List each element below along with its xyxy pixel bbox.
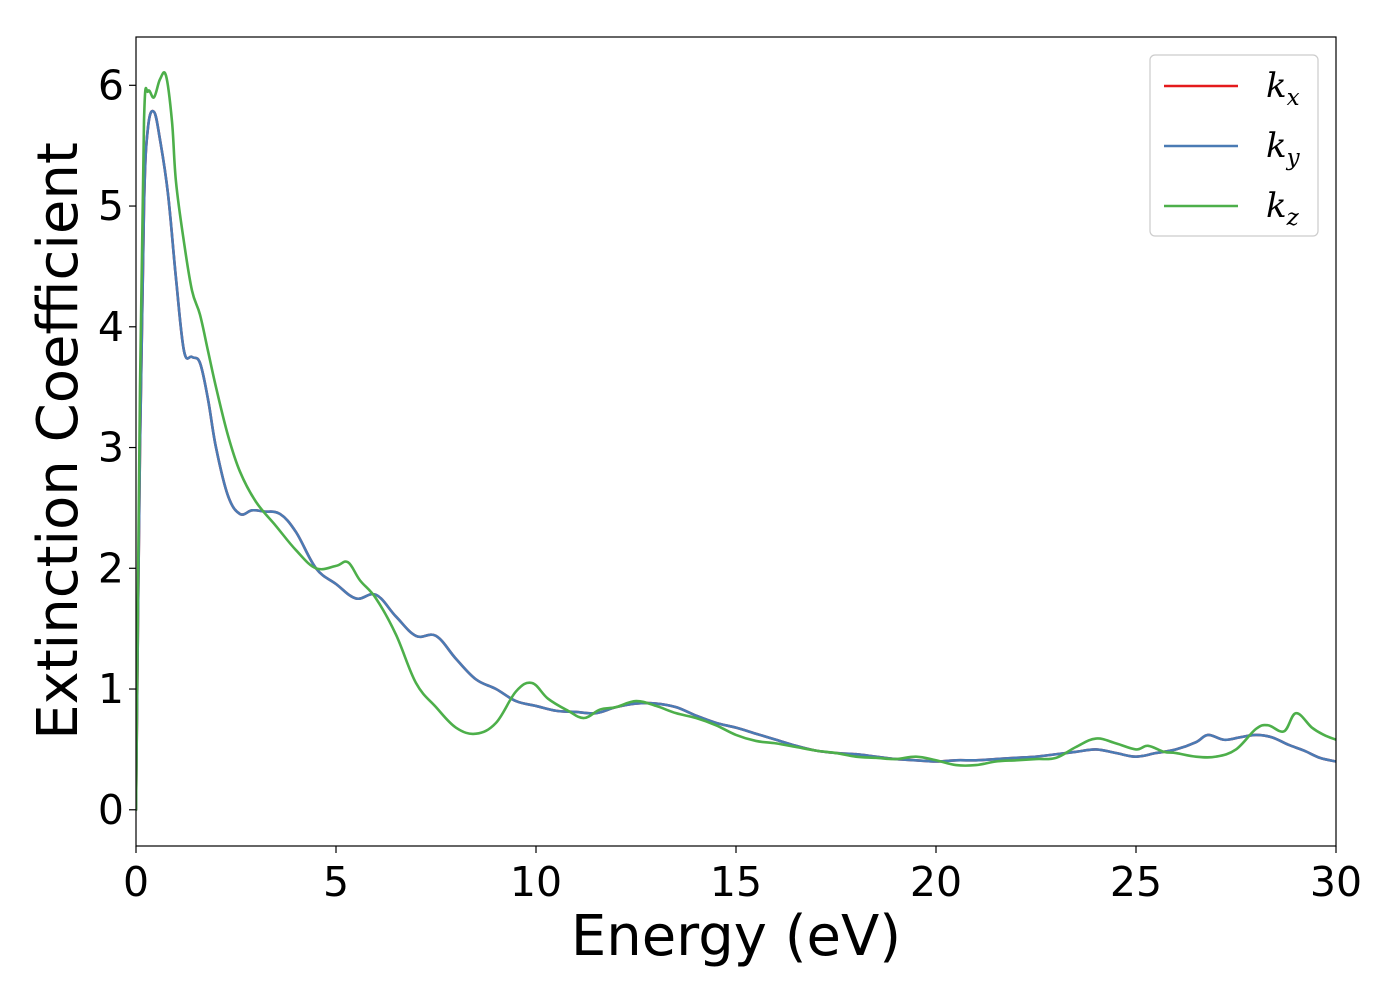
x-tick-label: 20: [910, 858, 962, 906]
x-tick-label: 0: [123, 858, 149, 906]
legend: kx ky kz: [1149, 54, 1319, 237]
legend-label-ky: ky: [1266, 126, 1301, 171]
x-tick-label: 5: [323, 858, 349, 906]
axes-layer: 0 5 10 15 20 25 30 0 1 2 3 4 5 6: [98, 36, 1362, 906]
y-tick-label: 3: [98, 424, 124, 472]
series-line-kz: [136, 71, 1336, 812]
plot-layer: [136, 71, 1336, 812]
y-tick-label: 4: [98, 303, 124, 351]
legend-label-kz: kz: [1266, 186, 1300, 231]
x-tick-label: 15: [710, 858, 762, 906]
y-tick-label: 2: [98, 544, 124, 592]
x-tick-label: 25: [1110, 858, 1162, 906]
series-line-ky: [136, 109, 1336, 812]
x-axis-title: Energy (eV): [571, 904, 901, 969]
y-tick-label: 5: [98, 182, 124, 230]
y-tick-label: 1: [98, 665, 124, 713]
x-tick-label: 30: [1310, 858, 1362, 906]
legend-label-kx: kx: [1266, 66, 1300, 111]
y-axis-title: Extinction Coefficient: [26, 142, 91, 740]
x-tick-label: 10: [510, 858, 562, 906]
y-tick-label: 6: [98, 61, 124, 109]
y-tick-label: 0: [98, 786, 124, 834]
